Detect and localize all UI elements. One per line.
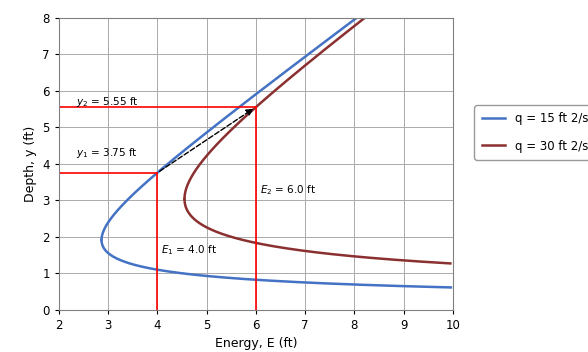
Line: q = 30 ft 2/s: q = 30 ft 2/s [185,18,365,199]
q = 30 ft 2/s [320,48,328,52]
Text: $E_1$ = 4.0 ft: $E_1$ = 4.0 ft [161,243,218,257]
Legend: q = 15 ft 2/s, q = 30 ft 2/s: q = 15 ft 2/s, q = 30 ft 2/s [475,105,588,160]
X-axis label: Energy, E (ft): Energy, E (ft) [215,337,297,350]
q = 15 ft 2/s [201,132,208,137]
q = 30 ft 2/s [271,89,278,93]
Text: $E_2$ = 6.0 ft: $E_2$ = 6.0 ft [260,183,316,197]
q = 30 ft 2/s [259,99,266,103]
q = 30 ft 2/s [247,109,254,114]
Text: $y_2$ = 5.55 ft: $y_2$ = 5.55 ft [76,95,139,108]
q = 30 ft 2/s [362,15,369,20]
q = 30 ft 2/s [181,197,188,201]
q = 15 ft 2/s [346,21,353,25]
q = 15 ft 2/s [235,106,242,110]
Y-axis label: Depth, y (ft): Depth, y (ft) [24,126,36,202]
q = 30 ft 2/s [246,111,253,115]
Line: q = 15 ft 2/s: q = 15 ft 2/s [102,18,357,240]
q = 15 ft 2/s [353,15,360,20]
Text: $y_1$ = 3.75 ft: $y_1$ = 3.75 ft [76,146,138,161]
q = 30 ft 2/s [356,20,363,24]
q = 15 ft 2/s [202,131,209,135]
q = 15 ft 2/s [98,238,105,242]
q = 15 ft 2/s [300,56,308,60]
q = 15 ft 2/s [219,118,226,122]
